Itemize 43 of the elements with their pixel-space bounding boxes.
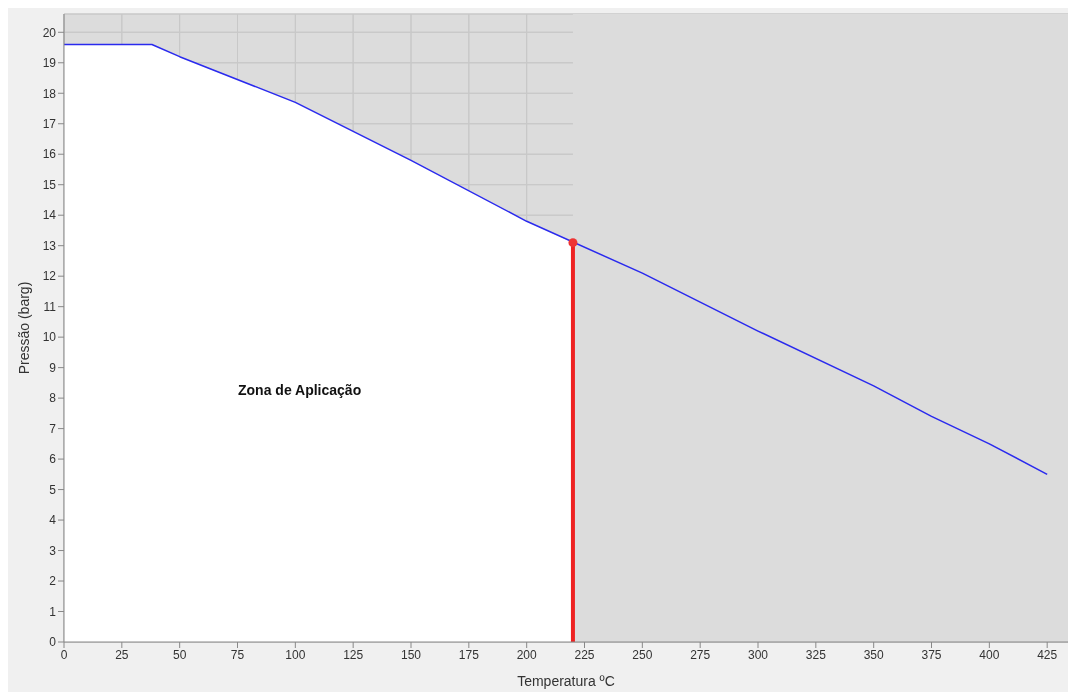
y-tick-label: 8 xyxy=(49,391,57,406)
y-tick-label: 16 xyxy=(42,147,57,162)
x-tick-label: 75 xyxy=(230,647,245,662)
y-tick-label: 18 xyxy=(42,86,57,101)
y-tick-label: 3 xyxy=(49,543,57,558)
x-tick-label: 50 xyxy=(172,647,187,662)
x-tick-label: 375 xyxy=(921,647,942,662)
x-tick-label: 125 xyxy=(343,647,364,662)
y-tick-label: 17 xyxy=(42,117,57,132)
x-tick-label: 25 xyxy=(115,647,129,662)
y-tick-label: 1 xyxy=(49,604,57,619)
y-tick-label: 7 xyxy=(49,421,57,436)
y-tick-label: 5 xyxy=(49,482,57,497)
x-tick-label: 175 xyxy=(458,647,480,662)
y-tick-label: 20 xyxy=(42,25,57,40)
y-tick-label: 10 xyxy=(42,330,57,345)
annotation: Zona de Aplicação xyxy=(238,382,362,398)
x-tick-label: 250 xyxy=(632,647,653,662)
y-tick-label: 2 xyxy=(49,574,57,589)
x-tick-label: 325 xyxy=(805,647,827,662)
x-tick-label: 225 xyxy=(574,647,595,662)
y-tick-label: 4 xyxy=(49,513,57,528)
y-tick-label: 13 xyxy=(42,238,57,253)
y-tick-label: 14 xyxy=(42,208,57,223)
y-tick-label: 19 xyxy=(42,56,57,71)
x-tick-label: 400 xyxy=(979,647,1000,662)
y-tick-label: 6 xyxy=(49,452,57,467)
y-tick-label: 11 xyxy=(43,299,57,314)
x-tick-label: 275 xyxy=(690,647,711,662)
x-tick-label: 350 xyxy=(863,647,885,662)
y-tick-label: 12 xyxy=(42,269,57,284)
x-tick-label: 300 xyxy=(747,647,769,662)
x-tick-label: 100 xyxy=(285,647,306,662)
x-tick-label: 150 xyxy=(400,647,422,662)
y-axis-title: Pressão (barg) xyxy=(15,281,32,375)
y-tick-label: 9 xyxy=(49,360,57,375)
x-tick-label: 425 xyxy=(1037,647,1058,662)
y-tick-label: 15 xyxy=(42,177,57,192)
x-axis-title: Temperatura ºC xyxy=(517,673,615,689)
line-series xyxy=(64,43,1048,476)
x-tick-label: 200 xyxy=(516,647,537,662)
y-tick-label: 0 xyxy=(49,635,57,650)
x-tick-label: 0 xyxy=(60,647,68,662)
